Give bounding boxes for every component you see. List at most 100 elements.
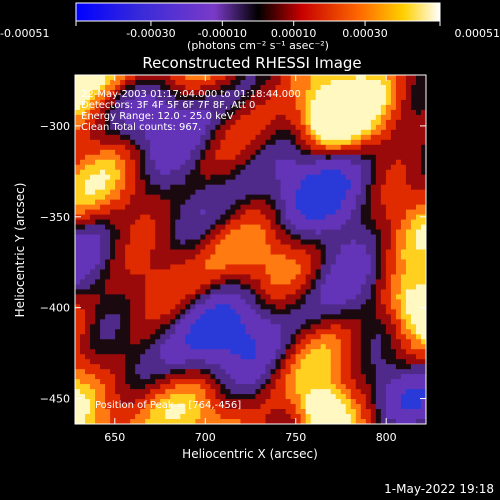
heatmap-cell	[105, 209, 111, 216]
heatmap-cell	[145, 394, 151, 400]
heatmap-cell	[295, 279, 302, 285]
heatmap-cell	[160, 164, 166, 171]
heatmap-cell	[95, 209, 101, 216]
heatmap-cell	[105, 369, 111, 375]
heatmap-cell	[215, 289, 221, 295]
heatmap-cell	[395, 364, 402, 370]
heatmap-cell	[155, 99, 161, 106]
heatmap-cell	[200, 299, 206, 305]
heatmap-cell	[220, 299, 226, 305]
heatmap-cell	[115, 209, 121, 216]
heatmap-cell	[125, 224, 131, 231]
heatmap-cell	[140, 139, 146, 146]
heatmap-cell	[175, 349, 181, 355]
heatmap-cell	[280, 374, 287, 380]
heatmap-cell	[120, 229, 126, 236]
heatmap-cell	[300, 359, 307, 365]
heatmap-cell	[210, 339, 216, 345]
heatmap-cell	[245, 75, 251, 81]
heatmap-cell	[330, 324, 337, 330]
heatmap-cell	[260, 219, 267, 226]
heatmap-cell	[400, 409, 407, 415]
heatmap-cell	[275, 254, 282, 260]
heatmap-cell	[350, 79, 357, 86]
heatmap-cell	[135, 254, 141, 260]
heatmap-cell	[215, 194, 221, 201]
heatmap-cell	[105, 144, 111, 151]
heatmap-cell	[310, 394, 317, 400]
heatmap-cell	[240, 249, 246, 255]
heatmap-cell	[335, 119, 342, 126]
heatmap-cell	[165, 409, 171, 415]
heatmap-cell	[280, 404, 287, 410]
heatmap-cell	[160, 244, 166, 250]
heatmap-cell	[160, 154, 166, 161]
heatmap-cell	[250, 349, 257, 355]
heatmap-cell	[335, 414, 342, 420]
heatmap-cell	[150, 234, 156, 241]
heatmap-cell	[190, 89, 196, 96]
heatmap-cell	[260, 214, 267, 221]
heatmap-cell	[235, 199, 241, 206]
heatmap-cell	[260, 119, 267, 126]
heatmap-cell	[395, 419, 402, 425]
heatmap-cell	[140, 149, 146, 156]
heatmap-cell	[250, 119, 257, 126]
heatmap-cell	[180, 144, 186, 151]
heatmap-cell	[395, 84, 402, 91]
heatmap-cell	[320, 314, 327, 320]
heatmap-cell	[345, 299, 352, 305]
heatmap-cell	[150, 109, 156, 116]
heatmap-cell	[340, 209, 347, 216]
heatmap-cell	[95, 124, 101, 131]
heatmap-cell	[125, 274, 131, 280]
heatmap-cell	[210, 204, 216, 211]
heatmap-cell	[165, 194, 171, 201]
heatmap-cell	[175, 404, 181, 410]
heatmap-cell	[375, 259, 382, 265]
heatmap-cell	[245, 364, 251, 370]
heatmap-cell	[130, 75, 136, 81]
heatmap-cell	[265, 234, 272, 241]
heatmap-cell	[350, 75, 357, 81]
heatmap-cell	[255, 94, 262, 101]
heatmap-cell	[80, 339, 86, 345]
heatmap-cell	[315, 249, 322, 255]
heatmap-cell	[420, 324, 427, 330]
heatmap-cell	[215, 404, 221, 410]
heatmap-cell	[215, 164, 221, 171]
heatmap-cell	[245, 89, 251, 96]
heatmap-cell	[75, 89, 81, 96]
heatmap-cell	[415, 75, 422, 81]
heatmap-cell	[360, 104, 367, 111]
heatmap-cell	[420, 259, 427, 265]
heatmap-cell	[410, 159, 417, 166]
heatmap-cell	[400, 244, 407, 250]
heatmap-cell	[145, 94, 151, 101]
heatmap-cell	[245, 334, 251, 340]
heatmap-cell	[280, 364, 287, 370]
heatmap-cell	[265, 379, 272, 385]
heatmap-cell	[365, 349, 372, 355]
heatmap-cell	[400, 379, 407, 385]
heatmap-cell	[130, 304, 136, 310]
heatmap-cell	[180, 169, 186, 176]
heatmap-cell	[395, 204, 402, 211]
heatmap-cell	[245, 324, 251, 330]
heatmap-cell	[180, 184, 186, 191]
heatmap-cell	[350, 204, 357, 211]
heatmap-cell	[245, 159, 251, 166]
heatmap-cell	[400, 219, 407, 226]
heatmap-cell	[255, 284, 262, 290]
heatmap-cell	[185, 204, 191, 211]
heatmap-cell	[195, 299, 201, 305]
heatmap-cell	[355, 104, 362, 111]
heatmap-cell	[115, 179, 121, 186]
heatmap-cell	[340, 75, 347, 81]
heatmap-cell	[325, 139, 332, 146]
heatmap-cell	[395, 319, 402, 325]
heatmap-cell	[205, 184, 211, 191]
heatmap-cell	[220, 404, 226, 410]
heatmap-cell	[185, 184, 191, 191]
heatmap-cell	[90, 339, 96, 345]
